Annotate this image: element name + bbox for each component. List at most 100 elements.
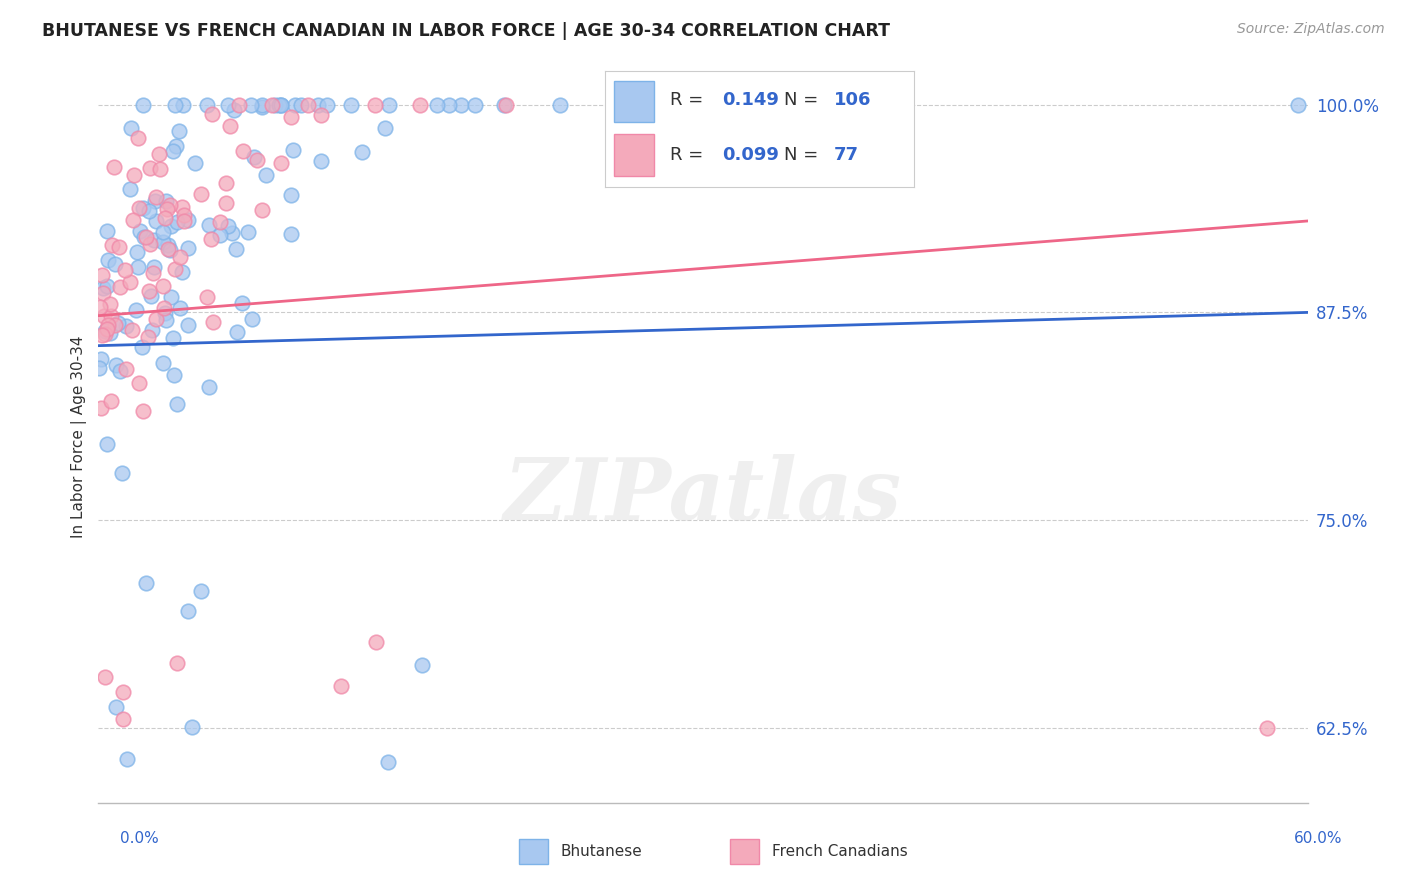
Text: N =: N = <box>785 146 824 164</box>
Point <box>173 208 195 222</box>
Point <box>96 436 118 450</box>
Point <box>141 323 163 337</box>
Point <box>280 227 302 241</box>
Point <box>128 201 150 215</box>
Point <box>107 316 129 330</box>
Point <box>200 107 222 121</box>
Point <box>120 182 142 196</box>
Point <box>270 156 292 170</box>
Point <box>162 368 184 382</box>
Point <box>100 394 122 409</box>
Point <box>139 161 162 175</box>
Point <box>162 330 184 344</box>
Point <box>132 201 155 215</box>
Point <box>127 260 149 274</box>
Point <box>90 352 112 367</box>
Point <box>280 188 302 202</box>
Point <box>132 404 155 418</box>
Point <box>135 229 157 244</box>
Point <box>198 218 221 232</box>
Text: N =: N = <box>785 91 824 110</box>
Point <box>98 297 121 311</box>
Point <box>181 720 204 734</box>
Point <box>166 215 188 229</box>
Point <box>142 260 165 274</box>
Point <box>104 318 127 332</box>
Point <box>165 139 187 153</box>
Point <box>90 268 112 283</box>
Point <box>103 160 125 174</box>
Point <box>128 376 150 391</box>
Point <box>148 146 170 161</box>
Point <box>172 97 194 112</box>
Point <box>439 97 461 112</box>
Point <box>264 97 287 112</box>
Point <box>149 161 172 176</box>
Point <box>96 279 118 293</box>
Point <box>143 233 166 247</box>
Point <box>226 325 249 339</box>
FancyBboxPatch shape <box>614 80 654 122</box>
Point <box>250 100 273 114</box>
Point <box>492 97 515 112</box>
Point <box>136 330 159 344</box>
Text: 0.149: 0.149 <box>723 91 779 110</box>
Point <box>132 230 155 244</box>
Point <box>114 263 136 277</box>
Text: BHUTANESE VS FRENCH CANADIAN IN LABOR FORCE | AGE 30-34 CORRELATION CHART: BHUTANESE VS FRENCH CANADIAN IN LABOR FO… <box>42 22 890 40</box>
Point <box>94 326 117 341</box>
Text: French Canadians: French Canadians <box>772 845 908 859</box>
Point <box>464 97 486 112</box>
Point <box>105 358 128 372</box>
Point <box>190 584 212 599</box>
Point <box>219 120 242 134</box>
Point <box>270 97 292 112</box>
Point <box>426 97 449 112</box>
Point <box>495 97 517 112</box>
Point <box>159 198 181 212</box>
Point <box>409 97 432 112</box>
Point <box>152 235 174 249</box>
Point <box>339 97 361 112</box>
Point <box>128 224 150 238</box>
Point <box>155 194 177 209</box>
Point <box>160 290 183 304</box>
Point <box>145 190 167 204</box>
Point <box>231 144 253 158</box>
Point <box>190 187 212 202</box>
Point <box>110 279 132 293</box>
Point <box>111 466 134 480</box>
Point <box>122 213 145 227</box>
Point <box>100 238 122 252</box>
Point <box>97 252 120 267</box>
Point <box>117 752 139 766</box>
Point <box>169 301 191 316</box>
Point <box>309 153 332 168</box>
Text: 77: 77 <box>834 146 859 164</box>
Point <box>145 214 167 228</box>
Point <box>228 97 250 112</box>
Point <box>254 169 277 183</box>
Point <box>172 265 194 279</box>
Point <box>284 97 307 112</box>
Point <box>195 290 218 304</box>
FancyBboxPatch shape <box>614 134 654 176</box>
Point <box>112 685 135 699</box>
Point <box>224 103 246 118</box>
Point <box>96 322 118 336</box>
Point <box>139 289 162 303</box>
Point <box>96 224 118 238</box>
Point <box>1256 721 1278 735</box>
Point <box>152 356 174 370</box>
Text: Source: ZipAtlas.com: Source: ZipAtlas.com <box>1237 22 1385 37</box>
Point <box>125 303 148 318</box>
Point <box>138 284 160 298</box>
Point <box>177 318 200 332</box>
Point <box>153 306 176 320</box>
Point <box>155 202 177 217</box>
Point <box>115 362 138 376</box>
Point <box>243 150 266 164</box>
Point <box>209 228 232 243</box>
Point <box>217 97 239 112</box>
Point <box>172 200 194 214</box>
